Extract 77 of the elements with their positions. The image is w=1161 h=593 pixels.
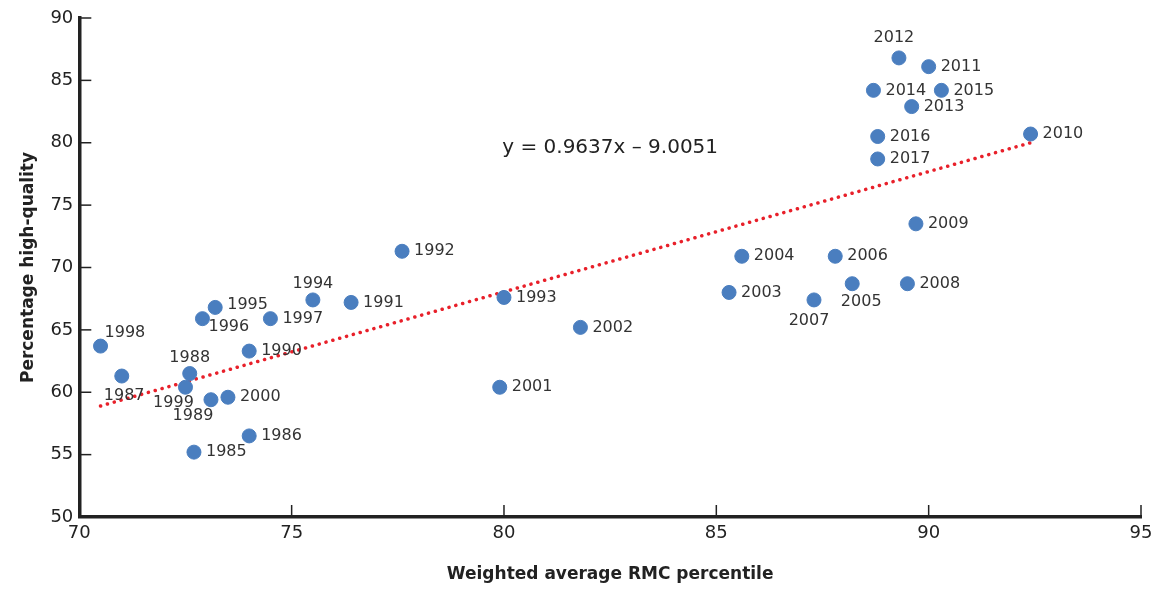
point xyxy=(194,311,210,327)
y-tick-label: 55 xyxy=(50,442,74,464)
annotation: 2003 xyxy=(741,281,782,301)
point xyxy=(262,311,278,327)
point xyxy=(93,338,109,354)
point xyxy=(343,294,359,310)
annotation: 2006 xyxy=(847,245,888,265)
point xyxy=(734,248,750,264)
y-tick-label: 80 xyxy=(50,130,74,152)
point xyxy=(904,99,920,115)
x-tick-label: 85 xyxy=(704,521,728,543)
annotation: 1994 xyxy=(292,273,334,293)
point xyxy=(114,368,130,384)
y-tick-label: 85 xyxy=(50,68,74,90)
annotation: 1995 xyxy=(227,293,268,313)
point xyxy=(203,392,219,408)
x-tick-label: 80 xyxy=(492,521,516,543)
annotation: y = 0.9637x – 9.0051 xyxy=(502,133,719,158)
point xyxy=(870,129,886,145)
point xyxy=(496,289,512,305)
point xyxy=(721,284,737,300)
y-tick-label: 60 xyxy=(50,379,74,401)
annotation: 1988 xyxy=(169,346,211,366)
annotation: 1993 xyxy=(515,286,557,306)
point xyxy=(241,343,257,359)
annotation: 2004 xyxy=(753,245,795,265)
annotation: 1997 xyxy=(282,307,324,327)
annotation: 2005 xyxy=(840,290,882,310)
annotation: 2000 xyxy=(239,386,281,406)
point xyxy=(1023,126,1039,142)
annotation: 2010 xyxy=(1042,123,1084,143)
x-axis-title: Weighted average RMC percentile xyxy=(446,563,774,584)
annotation: 2009 xyxy=(927,212,969,232)
annotation: 2002 xyxy=(592,316,634,336)
y-tick-label: 65 xyxy=(50,317,74,339)
annotation: 1996 xyxy=(208,315,250,335)
annotation: 2017 xyxy=(889,148,931,168)
point xyxy=(899,276,915,292)
point xyxy=(182,366,198,382)
point xyxy=(186,444,202,460)
point xyxy=(177,379,193,395)
x-tick-label: 90 xyxy=(917,521,941,543)
annotation: 2007 xyxy=(788,310,830,330)
y-tick-label: 75 xyxy=(50,192,74,214)
point xyxy=(933,82,949,98)
y-tick-label: 70 xyxy=(50,255,74,277)
annotation: 1992 xyxy=(414,240,455,260)
point xyxy=(394,243,410,259)
point xyxy=(908,216,924,232)
annotation: 1991 xyxy=(363,291,404,311)
point xyxy=(844,276,860,292)
point xyxy=(891,50,907,66)
y-tick-label: 90 xyxy=(50,5,74,27)
point xyxy=(241,428,257,444)
annotation: 2001 xyxy=(511,376,553,396)
point xyxy=(806,292,822,308)
x-tick-label: 95 xyxy=(1129,521,1153,543)
point xyxy=(492,379,508,395)
point xyxy=(921,59,937,75)
point xyxy=(865,82,881,98)
annotation: 2012 xyxy=(873,27,915,47)
point xyxy=(305,292,321,308)
annotation: 1987 xyxy=(103,385,145,405)
y-axis-title: Percentage high-quality xyxy=(16,151,37,384)
x-tick-label: 75 xyxy=(280,521,304,543)
annotation: 2016 xyxy=(889,125,931,145)
annotation: 1986 xyxy=(261,425,302,445)
point xyxy=(572,319,588,335)
point xyxy=(207,299,223,315)
point xyxy=(827,248,843,264)
annotation: 2008 xyxy=(919,272,961,292)
annotation: 1998 xyxy=(104,322,146,342)
annotation: 1990 xyxy=(261,340,302,360)
point xyxy=(870,151,886,167)
annotation: 2011 xyxy=(940,55,982,75)
annotation: 1985 xyxy=(205,441,247,461)
point xyxy=(220,389,236,405)
